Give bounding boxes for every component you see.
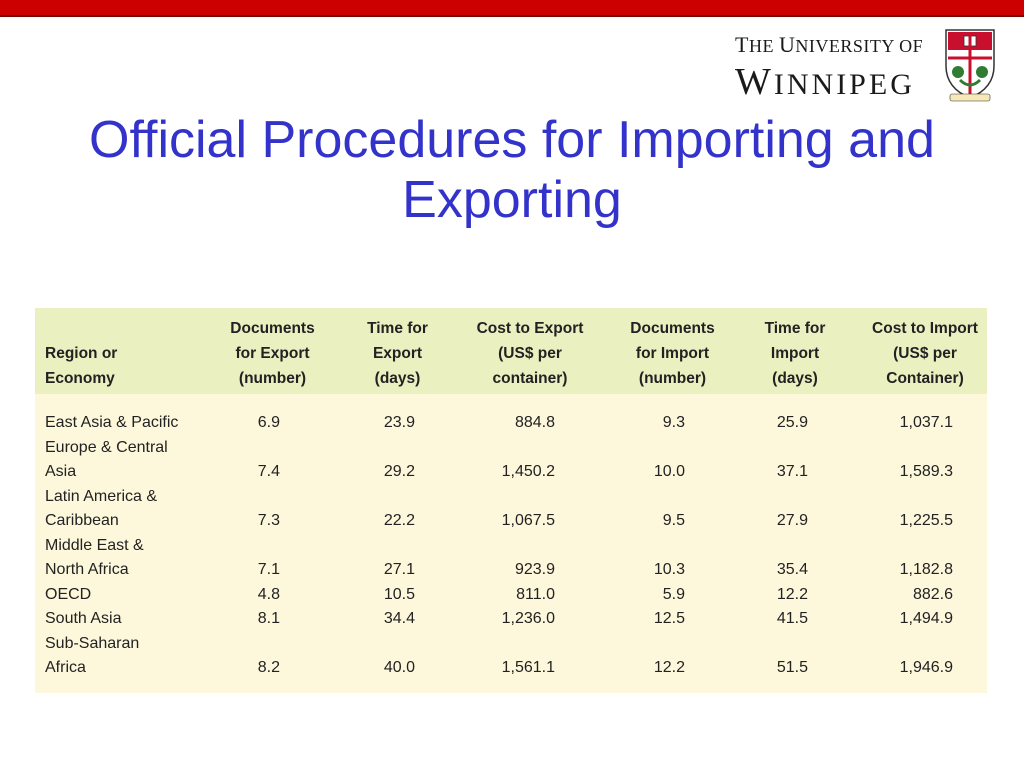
cell-time-import: 51.5 — [776, 659, 808, 676]
logo-line-2: WINNIPEG — [735, 61, 915, 103]
cell-time-export: 40.0 — [383, 659, 415, 676]
table-row: East Asia & Pacific 6.9 23.9 884.8 9.3 2… — [35, 411, 987, 436]
logo-wordmark: THE UNIVERSITY OF WINNIPEG — [735, 32, 923, 104]
cell-docs-export: 7.4 — [257, 463, 280, 480]
cell-docs-export: 8.2 — [257, 659, 280, 676]
header-region: Region or Economy — [45, 345, 118, 387]
university-logo: THE UNIVERSITY OF WINNIPEG — [735, 24, 1005, 104]
cell-cost-export: 811.0 — [516, 585, 555, 603]
cell-region: Latin America & Caribbean — [45, 487, 158, 530]
cell-time-import: 35.4 — [776, 561, 808, 578]
cell-cost-export: 1,561.1 — [501, 659, 555, 676]
table-row: South Asia 8.1 34.4 1,236.0 12.5 41.5 1,… — [35, 607, 987, 632]
table-row: Middle East & North Africa 7.1 27.1 923.… — [35, 534, 987, 583]
table-body: East Asia & Pacific 6.9 23.9 884.8 9.3 2… — [35, 411, 987, 681]
cell-docs-import: 10.3 — [653, 561, 685, 578]
cell-time-export: 29.2 — [383, 463, 415, 480]
cell-docs-export: 8.1 — [257, 610, 280, 627]
cell-docs-import: 12.2 — [653, 659, 685, 676]
cell-time-export: 27.1 — [383, 561, 415, 578]
cell-docs-import: 10.0 — [653, 463, 685, 480]
cell-cost-export: 923.9 — [514, 561, 555, 578]
cell-region: OECD — [45, 585, 92, 603]
cell-time-import: 41.5 — [776, 610, 808, 627]
table-header: Region or Economy Documents for Export (… — [35, 308, 987, 394]
cell-cost-export: 884.8 — [514, 414, 555, 431]
procedures-table: Region or Economy Documents for Export (… — [35, 308, 987, 693]
header-cost-export: Cost to Export (US$ per container) — [476, 320, 584, 387]
cell-time-export: 23.9 — [383, 414, 415, 431]
table-row: OECD 4.8 10.5 811.0 5.9 12.2 882.6 — [35, 583, 987, 608]
cell-cost-import: 1,494.9 — [899, 610, 953, 627]
top-accent-bar — [0, 0, 1024, 17]
slide-title: Official Procedures for Importing and Ex… — [89, 111, 935, 229]
cell-docs-import: 12.5 — [653, 610, 685, 627]
cell-time-export: 22.2 — [383, 512, 415, 529]
cell-docs-export: 4.8 — [257, 585, 280, 603]
table-row: Sub-Saharan Africa 8.2 40.0 1,561.1 12.2… — [35, 632, 987, 681]
header-time-import: Time for Import (days) — [764, 320, 826, 387]
cell-region: South Asia — [45, 610, 122, 627]
cell-docs-export: 7.3 — [257, 512, 280, 529]
cell-docs-import: 9.5 — [662, 512, 685, 529]
header-time-export: Time for Export (days) — [367, 320, 428, 387]
header-docs-export: Documents for Export (number) — [230, 320, 315, 387]
table-row: Latin America & Caribbean 7.3 22.2 1,067… — [35, 485, 987, 534]
cell-docs-export: 6.9 — [257, 414, 280, 431]
cell-cost-import: 1,589.3 — [899, 463, 953, 480]
logo-line-1: THE UNIVERSITY OF — [735, 32, 924, 57]
cell-cost-import: 1,225.5 — [899, 512, 953, 529]
cell-cost-import: 1,037.1 — [899, 414, 953, 431]
cell-cost-import: 1,182.8 — [899, 561, 953, 578]
cell-cost-export: 1,450.2 — [501, 463, 555, 480]
cell-time-export: 10.5 — [383, 585, 415, 603]
cell-time-import: 12.2 — [776, 585, 808, 603]
cell-time-import: 25.9 — [776, 414, 808, 431]
cell-docs-import: 5.9 — [662, 585, 685, 603]
header-docs-import: Documents for Import (number) — [630, 320, 715, 387]
cell-cost-import: 1,946.9 — [899, 659, 953, 676]
cell-time-import: 37.1 — [776, 463, 808, 480]
cell-docs-export: 7.1 — [257, 561, 280, 578]
cell-region: Middle East & North Africa — [45, 536, 144, 579]
cell-region: Sub-Saharan Africa — [45, 634, 140, 677]
cell-region: East Asia & Pacific — [45, 414, 179, 431]
table-row: Europe & Central Asia 7.4 29.2 1,450.2 1… — [35, 436, 987, 485]
cell-cost-export: 1,236.0 — [501, 610, 555, 627]
cell-cost-import: 882.6 — [912, 585, 953, 603]
cell-time-export: 34.4 — [383, 610, 415, 627]
crest-icon — [945, 29, 995, 102]
cell-region: Europe & Central Asia — [45, 438, 168, 481]
cell-cost-export: 1,067.5 — [501, 512, 555, 529]
header-cost-import: Cost to Import (US$ per Container) — [872, 320, 978, 387]
cell-time-import: 27.9 — [776, 512, 808, 529]
cell-docs-import: 9.3 — [662, 414, 685, 431]
